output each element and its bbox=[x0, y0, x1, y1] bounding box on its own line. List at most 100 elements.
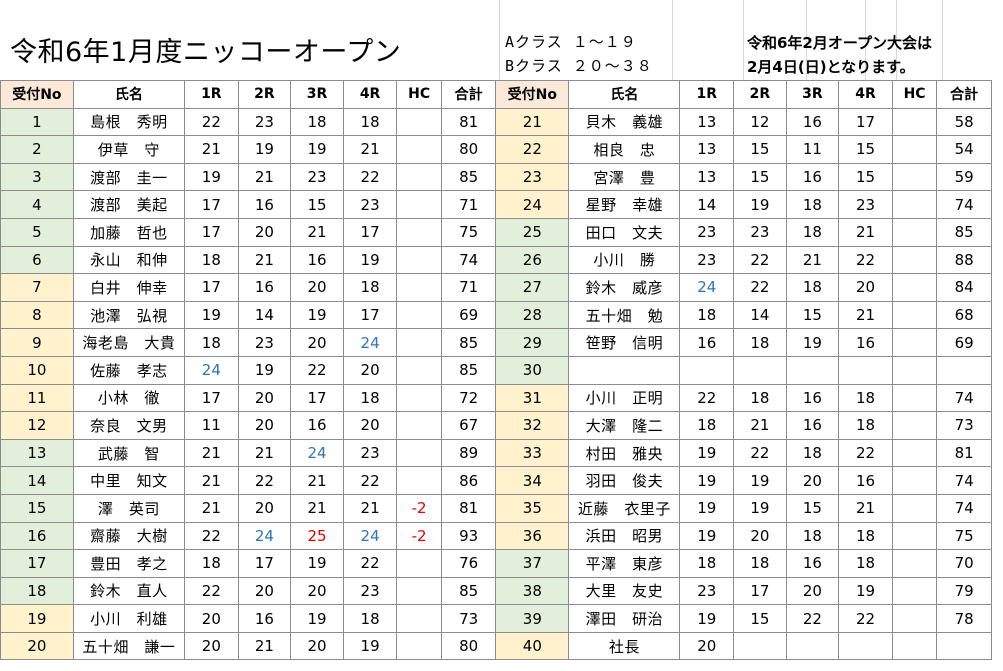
player-name-cell[interactable]: 中里 知文 bbox=[72, 466, 186, 495]
col-header-1r[interactable]: 1R bbox=[679, 80, 735, 109]
score-3r-cell[interactable]: 24 bbox=[290, 438, 344, 468]
hc-cell[interactable] bbox=[891, 411, 938, 440]
score-4r-cell[interactable]: 22 bbox=[342, 162, 398, 192]
player-name-cell[interactable]: 白井 伸幸 bbox=[72, 273, 186, 302]
hc-cell[interactable] bbox=[891, 383, 938, 413]
score-2r-cell[interactable]: 19 bbox=[733, 190, 787, 219]
player-name-cell[interactable]: 小川 正明 bbox=[568, 383, 681, 413]
entry-no-cell[interactable]: 19 bbox=[0, 604, 74, 633]
score-2r-cell[interactable]: 16 bbox=[237, 604, 292, 633]
hc-cell[interactable] bbox=[891, 190, 938, 219]
score-2r-cell[interactable]: 23 bbox=[237, 328, 292, 357]
score-3r-cell[interactable]: 20 bbox=[290, 631, 344, 661]
total-cell[interactable]: 85 bbox=[440, 355, 497, 385]
player-name-cell[interactable]: 島根 秀明 bbox=[72, 107, 186, 137]
score-1r-cell[interactable]: 22 bbox=[184, 576, 239, 606]
score-2r-cell[interactable]: 21 bbox=[237, 162, 292, 192]
score-2r-cell[interactable]: 20 bbox=[237, 576, 292, 606]
col-header-4r[interactable]: 4R bbox=[838, 80, 893, 109]
hc-cell[interactable] bbox=[396, 631, 442, 661]
player-name-cell[interactable]: 渡部 圭一 bbox=[72, 162, 186, 192]
score-3r-cell[interactable]: 18 bbox=[785, 273, 840, 302]
col-header-no[interactable]: 受付No bbox=[495, 80, 570, 109]
score-4r-cell[interactable]: 23 bbox=[342, 190, 398, 219]
score-4r-cell[interactable]: 18 bbox=[342, 107, 398, 137]
score-4r-cell[interactable]: 18 bbox=[342, 273, 398, 302]
score-4r-cell[interactable]: 20 bbox=[342, 355, 398, 385]
entry-no-cell[interactable]: 29 bbox=[495, 328, 570, 357]
score-1r-cell[interactable]: 23 bbox=[679, 576, 735, 606]
hc-cell[interactable] bbox=[891, 493, 938, 523]
hc-cell[interactable] bbox=[891, 245, 938, 275]
hc-cell[interactable] bbox=[396, 245, 442, 275]
score-4r-cell[interactable]: 16 bbox=[838, 466, 893, 495]
hc-cell[interactable] bbox=[396, 466, 442, 495]
total-cell[interactable]: 85 bbox=[440, 162, 497, 192]
hc-cell[interactable] bbox=[891, 217, 938, 247]
score-4r-cell[interactable]: 21 bbox=[342, 493, 398, 523]
total-cell[interactable] bbox=[936, 631, 992, 661]
score-3r-cell[interactable]: 17 bbox=[290, 383, 344, 413]
score-2r-cell[interactable]: 19 bbox=[733, 466, 787, 495]
score-1r-cell[interactable]: 21 bbox=[184, 438, 239, 468]
entry-no-cell[interactable]: 11 bbox=[0, 383, 74, 413]
entry-no-cell[interactable]: 31 bbox=[495, 383, 570, 413]
score-1r-cell[interactable]: 21 bbox=[184, 466, 239, 495]
entry-no-cell[interactable]: 40 bbox=[495, 631, 570, 661]
entry-no-cell[interactable]: 30 bbox=[495, 355, 570, 385]
score-4r-cell[interactable]: 21 bbox=[838, 217, 893, 247]
score-4r-cell[interactable]: 22 bbox=[342, 549, 398, 578]
score-4r-cell[interactable]: 23 bbox=[838, 190, 893, 219]
score-3r-cell[interactable]: 20 bbox=[290, 273, 344, 302]
entry-no-cell[interactable]: 21 bbox=[495, 107, 570, 137]
score-4r-cell[interactable]: 18 bbox=[838, 383, 893, 413]
score-2r-cell[interactable]: 17 bbox=[733, 576, 787, 606]
player-name-cell[interactable]: 星野 幸雄 bbox=[568, 190, 681, 219]
score-1r-cell[interactable]: 20 bbox=[679, 631, 735, 661]
hc-cell[interactable] bbox=[396, 576, 442, 606]
total-cell[interactable]: 73 bbox=[440, 604, 497, 633]
entry-no-cell[interactable]: 32 bbox=[495, 411, 570, 440]
player-name-cell[interactable]: 齋藤 大樹 bbox=[72, 521, 186, 551]
entry-no-cell[interactable]: 23 bbox=[495, 162, 570, 192]
score-3r-cell[interactable]: 21 bbox=[785, 245, 840, 275]
score-1r-cell[interactable]: 19 bbox=[679, 521, 735, 551]
score-2r-cell[interactable]: 21 bbox=[733, 411, 787, 440]
player-name-cell[interactable]: 平澤 東彦 bbox=[568, 549, 681, 578]
total-cell[interactable]: 86 bbox=[440, 466, 497, 495]
score-2r-cell[interactable]: 23 bbox=[733, 217, 787, 247]
col-header-2r[interactable]: 2R bbox=[237, 80, 292, 109]
total-cell[interactable]: 78 bbox=[936, 604, 992, 633]
hc-cell[interactable] bbox=[891, 107, 938, 137]
hc-cell[interactable] bbox=[396, 190, 442, 219]
col-header-3r[interactable]: 3R bbox=[290, 80, 344, 109]
score-4r-cell[interactable]: 24 bbox=[342, 328, 398, 357]
total-cell[interactable]: 72 bbox=[440, 383, 497, 413]
total-cell[interactable]: 59 bbox=[936, 162, 992, 192]
score-3r-cell[interactable]: 21 bbox=[290, 217, 344, 247]
score-1r-cell[interactable]: 19 bbox=[184, 300, 239, 330]
score-3r-cell[interactable] bbox=[785, 355, 840, 385]
score-3r-cell[interactable]: 18 bbox=[785, 438, 840, 468]
score-1r-cell[interactable]: 18 bbox=[184, 245, 239, 275]
score-4r-cell[interactable]: 18 bbox=[838, 521, 893, 551]
total-cell[interactable]: 93 bbox=[440, 521, 497, 551]
hc-cell[interactable] bbox=[891, 549, 938, 578]
score-2r-cell[interactable]: 20 bbox=[237, 217, 292, 247]
total-cell[interactable]: 67 bbox=[440, 411, 497, 440]
score-2r-cell[interactable]: 19 bbox=[237, 355, 292, 385]
score-4r-cell[interactable] bbox=[838, 631, 893, 661]
score-2r-cell[interactable]: 22 bbox=[733, 438, 787, 468]
hc-cell[interactable] bbox=[891, 576, 938, 606]
score-1r-cell[interactable]: 23 bbox=[679, 217, 735, 247]
total-cell[interactable]: 81 bbox=[440, 107, 497, 137]
score-2r-cell[interactable]: 19 bbox=[733, 493, 787, 523]
notice-line-2[interactable]: 2月4日(日)となります。 bbox=[747, 58, 915, 76]
score-1r-cell[interactable]: 19 bbox=[679, 438, 735, 468]
score-1r-cell[interactable]: 22 bbox=[679, 383, 735, 413]
player-name-cell[interactable]: 社長 bbox=[568, 631, 681, 661]
hc-cell[interactable] bbox=[396, 107, 442, 137]
player-name-cell[interactable]: 渡部 美起 bbox=[72, 190, 186, 219]
score-3r-cell[interactable]: 25 bbox=[290, 521, 344, 551]
score-1r-cell[interactable]: 23 bbox=[679, 245, 735, 275]
